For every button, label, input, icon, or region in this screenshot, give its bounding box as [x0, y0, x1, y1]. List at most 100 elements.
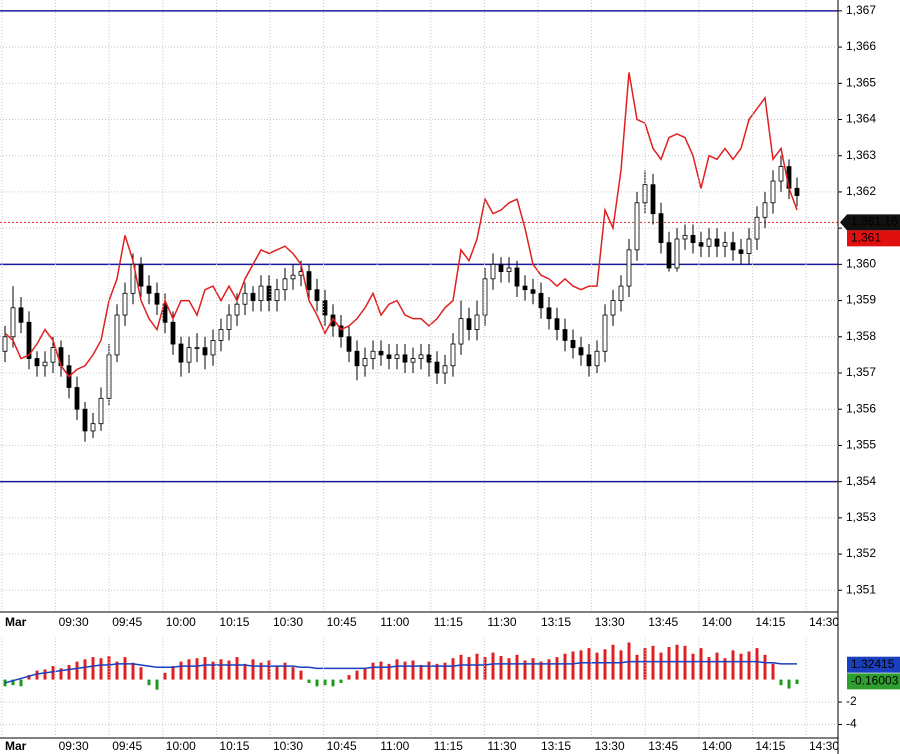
- x-tick-label: 11:00: [380, 615, 409, 629]
- histogram-bar: [115, 661, 119, 680]
- candle-body: [474, 314, 480, 330]
- candle-body: [106, 354, 112, 399]
- x-tick-label: Mar: [5, 615, 27, 629]
- histogram-bar: [235, 657, 239, 680]
- candle-body: [650, 184, 656, 215]
- candle-body: [746, 238, 752, 254]
- x-tick-label: 10:00: [166, 615, 196, 629]
- candle-body: [626, 249, 632, 287]
- histogram-bar: [275, 666, 279, 680]
- x-tick-label: 14:30: [809, 615, 839, 629]
- x-tick-label: 10:45: [327, 739, 357, 753]
- candle-body: [394, 354, 400, 359]
- candle-body: [234, 303, 240, 316]
- y-tick-label: 1,354: [846, 474, 876, 488]
- histogram-bar: [619, 650, 623, 680]
- candle-body: [346, 336, 352, 352]
- histogram-bar: [395, 659, 399, 680]
- histogram-bar: [283, 662, 287, 680]
- histogram-bar: [371, 662, 375, 680]
- candle-body: [258, 285, 264, 301]
- histogram-bar: [331, 679, 335, 687]
- histogram-bar: [51, 666, 55, 680]
- histogram-bar: [43, 669, 47, 680]
- histogram-bar: [195, 658, 199, 680]
- candle-body: [522, 285, 528, 291]
- histogram-bar: [531, 658, 535, 680]
- x-tick-label: 14:00: [702, 615, 732, 629]
- candle-body: [154, 292, 160, 305]
- candle-body: [714, 238, 720, 247]
- candle-body: [362, 358, 368, 367]
- histogram-bar: [739, 653, 743, 680]
- y-tick-label: -2: [846, 694, 857, 708]
- candle-body: [530, 289, 536, 294]
- x-tick-label: 13:30: [595, 615, 625, 629]
- histogram-bar: [451, 658, 455, 680]
- histogram-bar: [363, 668, 367, 680]
- candle-body: [506, 267, 512, 272]
- candle-body: [282, 278, 288, 291]
- histogram-bar: [155, 679, 159, 690]
- price-label-box: [847, 656, 900, 673]
- candle-body: [514, 267, 520, 287]
- histogram-bar: [779, 679, 783, 686]
- histogram-bar: [107, 655, 111, 680]
- histogram-bar: [75, 661, 79, 680]
- histogram-bar: [651, 645, 655, 680]
- candle-body: [50, 347, 56, 363]
- candle-body: [770, 180, 776, 204]
- candle-body: [442, 365, 448, 374]
- candle-body: [242, 292, 248, 305]
- histogram-bar: [683, 645, 687, 680]
- candle-body: [162, 303, 168, 323]
- histogram-bar: [747, 651, 751, 680]
- x-tick-label: 13:15: [541, 615, 571, 629]
- candle-body: [354, 350, 360, 367]
- y-tick-label: 1,362: [846, 184, 876, 198]
- candle-body: [170, 321, 176, 345]
- price-label: 1.32415: [851, 657, 895, 671]
- y-tick-label: 1,351: [846, 582, 876, 596]
- histogram-bar: [587, 648, 591, 680]
- histogram-bar: [259, 662, 263, 680]
- candle-body: [146, 285, 152, 294]
- candle-body: [698, 242, 704, 247]
- histogram-bar: [219, 659, 223, 680]
- histogram-bar: [555, 657, 559, 680]
- histogram-bar: [67, 664, 71, 680]
- histogram-bar: [659, 652, 663, 680]
- candle-body: [402, 354, 408, 363]
- histogram-bar: [507, 658, 511, 680]
- candle-body: [642, 184, 648, 204]
- x-tick-label: 09:30: [59, 615, 89, 629]
- x-tick-label: 11:15: [434, 739, 463, 753]
- histogram-bar: [227, 660, 231, 680]
- histogram-bar: [91, 657, 95, 680]
- candle-body: [570, 340, 576, 349]
- y-tick-label: 1,358: [846, 329, 876, 343]
- candle-body: [266, 285, 272, 301]
- histogram-bar: [435, 663, 439, 680]
- histogram-bar: [699, 648, 703, 680]
- histogram-bar: [123, 657, 127, 680]
- histogram-bar: [723, 658, 727, 680]
- y-tick-label: 1,367: [846, 3, 876, 17]
- x-tick-label: 13:45: [648, 739, 678, 753]
- y-tick-label: 1,355: [846, 438, 876, 452]
- candle-body: [186, 347, 192, 363]
- histogram-bar: [771, 663, 775, 680]
- candle-body: [370, 350, 376, 359]
- candle-body: [114, 314, 120, 356]
- x-tick-label: 13:45: [648, 615, 678, 629]
- histogram-bar: [475, 653, 479, 680]
- x-tick-label: 13:15: [541, 739, 571, 753]
- histogram-bar: [323, 679, 327, 686]
- histogram-bar: [99, 658, 103, 680]
- histogram-bar: [139, 667, 143, 680]
- histogram-bar: [355, 670, 359, 680]
- y-tick-label: 1,360: [846, 257, 876, 271]
- x-tick-label: 14:00: [702, 739, 732, 753]
- y-tick-label: 1,365: [846, 75, 876, 89]
